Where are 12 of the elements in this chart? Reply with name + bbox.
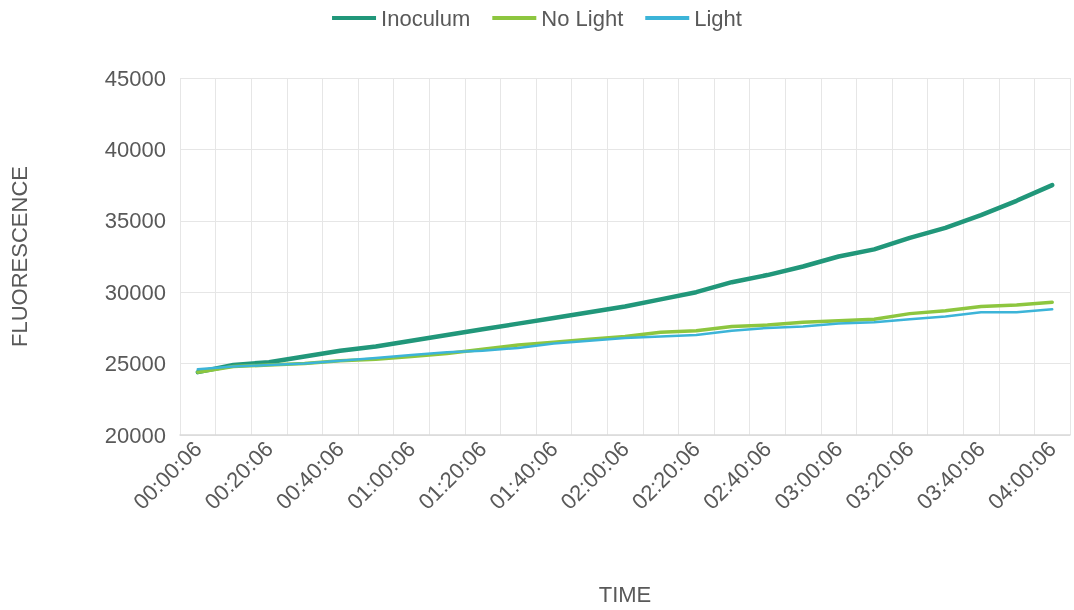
y-tick-label: 20000 bbox=[104, 422, 166, 448]
y-axis-title: FLUORESCENCE bbox=[6, 166, 32, 347]
legend-label: Inoculum bbox=[381, 5, 471, 31]
y-tick-label: 30000 bbox=[104, 279, 166, 305]
y-tick-label: 25000 bbox=[104, 351, 166, 377]
x-axis-title: TIME bbox=[598, 581, 652, 607]
y-tick-label: 45000 bbox=[104, 65, 166, 91]
y-tick-label: 40000 bbox=[104, 136, 166, 162]
legend-label: Light bbox=[694, 5, 742, 31]
y-tick-label: 35000 bbox=[104, 208, 166, 234]
legend-label: No Light bbox=[541, 5, 624, 31]
line-series bbox=[195, 182, 1055, 375]
